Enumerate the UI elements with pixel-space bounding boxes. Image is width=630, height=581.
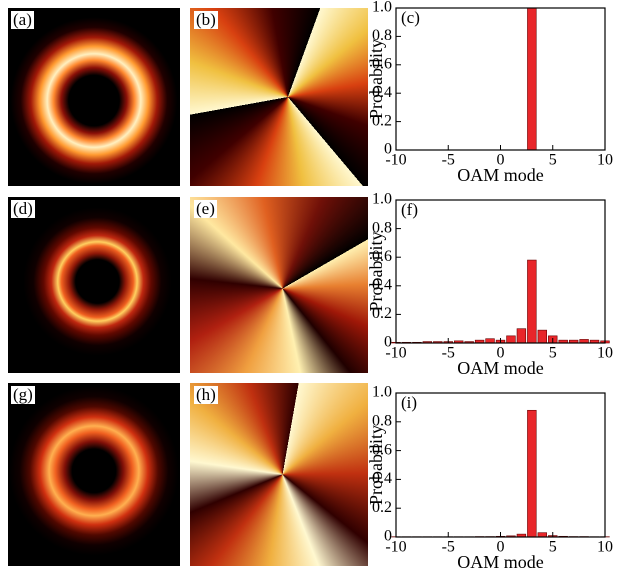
x-tick-label: 5 (549, 345, 557, 362)
x-tick-label: -5 (442, 539, 455, 556)
panel-label: (c) (401, 8, 420, 27)
bar (538, 330, 547, 343)
bar (486, 339, 495, 343)
figure: {"image_labels": ["(a)", "(b)", "(d)", "… (0, 0, 630, 581)
y-axis-label: Probability (366, 232, 386, 312)
x-axis-label: OAM mode (457, 165, 544, 185)
bar (507, 336, 516, 343)
panel-label: (f) (401, 200, 418, 219)
plot-frame (396, 393, 605, 537)
plot-frame (396, 200, 605, 343)
plot-frame (396, 8, 605, 150)
x-tick-label: 5 (549, 152, 557, 169)
x-tick-label: -5 (442, 152, 455, 169)
x-axis-label: OAM mode (457, 358, 544, 378)
x-tick-label: -10 (385, 152, 406, 169)
y-tick-label: 1.0 (372, 0, 392, 16)
y-axis-label: Probability (366, 425, 386, 505)
x-axis-label: OAM mode (457, 552, 544, 572)
bar (527, 410, 536, 537)
x-tick-label: -10 (385, 345, 406, 362)
x-tick-label: 10 (597, 539, 613, 556)
bar (517, 329, 526, 343)
x-tick-label: 10 (597, 345, 613, 362)
y-axis-label: Probability (366, 39, 386, 119)
y-tick-label: 1.0 (372, 191, 392, 208)
panel-label: (i) (401, 393, 417, 412)
bar (527, 260, 536, 343)
y-tick-label: 1.0 (372, 384, 392, 401)
bar (527, 8, 536, 150)
charts: 00.20.40.60.81.0-10-50510OAM modeProbabi… (0, 0, 630, 581)
x-tick-label: -10 (385, 539, 406, 556)
x-tick-label: 5 (549, 539, 557, 556)
bar (538, 533, 547, 537)
x-tick-label: 10 (597, 152, 613, 169)
x-tick-label: -5 (442, 345, 455, 362)
